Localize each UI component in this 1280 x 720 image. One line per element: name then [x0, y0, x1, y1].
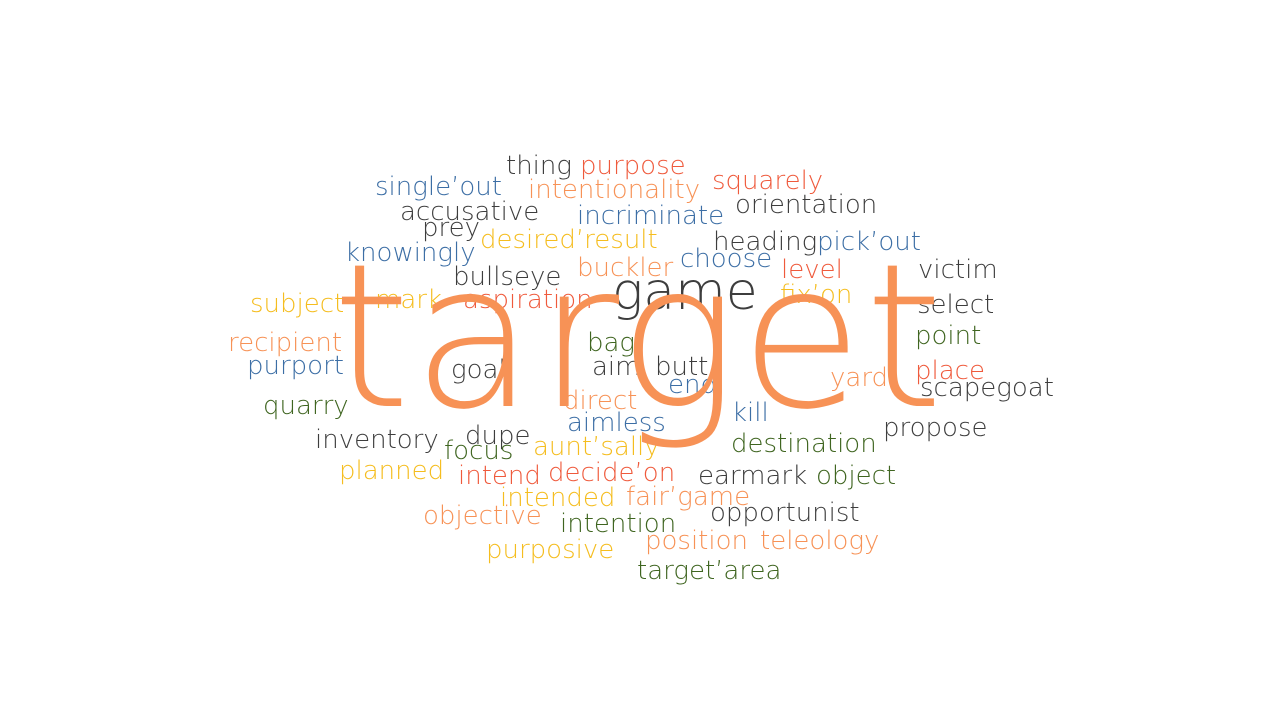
word-bullseye: bullseye — [453, 262, 562, 292]
word-planned: planned — [339, 456, 445, 486]
word-end: end — [668, 370, 717, 400]
word-butt: butt — [655, 352, 709, 382]
word-scapegoat: scapegoat — [920, 373, 1054, 403]
word-direct: direct — [563, 386, 638, 416]
word-orientation: orientation — [735, 190, 878, 220]
word-heading: heading — [713, 227, 818, 257]
word-position: position — [645, 526, 748, 556]
word-choose: choose — [680, 244, 773, 274]
word-aim: aim — [592, 352, 641, 382]
word-aspiration: aspiration — [463, 285, 593, 315]
word-mark: mark — [375, 285, 443, 315]
word-game: game — [612, 262, 758, 322]
word-propose: propose — [883, 413, 988, 443]
word-teleology: teleology — [760, 526, 880, 556]
word-purpose: purpose — [580, 151, 686, 181]
word-focus: focus — [444, 436, 514, 466]
word-purport: purport — [247, 351, 344, 381]
word-fix-on: fix’on — [780, 280, 853, 310]
word-goal: goal — [451, 355, 506, 385]
word-place: place — [915, 356, 985, 386]
word-destination: destination — [731, 429, 877, 459]
word-pick-out: pick’out — [817, 227, 921, 257]
word-recipient: recipient — [228, 328, 343, 358]
word-inventory: inventory — [315, 425, 439, 455]
word-subject: subject — [250, 289, 345, 319]
word-point: point — [915, 321, 982, 351]
word-thing: thing — [506, 151, 572, 181]
word-knowingly: knowingly — [345, 238, 476, 268]
word-fair-game: fair’game — [626, 482, 751, 512]
word-dupe: dupe — [465, 421, 531, 451]
word-level: level — [781, 255, 843, 285]
word-objective: objective — [423, 501, 542, 531]
word-aimless: aimless — [567, 408, 666, 438]
word-buckler: buckler — [577, 253, 674, 283]
main-word: target — [332, 221, 946, 454]
word-incriminate: incriminate — [577, 201, 725, 231]
word-purposive: purposive — [486, 535, 615, 565]
word-yard: yard — [830, 363, 889, 393]
word-select: select — [917, 290, 995, 320]
word-victim: victim — [918, 255, 998, 285]
word-prey: prey — [422, 213, 481, 243]
word-squarely: squarely — [712, 166, 824, 196]
word-accusative: accusative — [400, 197, 540, 227]
word-bag: bag — [587, 328, 636, 358]
word-target-area: target’area — [637, 556, 782, 586]
word-aunt-sally: aunt’sally — [533, 432, 660, 462]
word-intention: intention — [560, 509, 677, 539]
word-desired-result: desired’result — [480, 225, 658, 255]
word-single-out: single’out — [375, 172, 502, 202]
word-quarry: quarry — [263, 391, 349, 421]
word-kill: kill — [732, 398, 769, 428]
word-opportunist: opportunist — [710, 498, 860, 528]
word-intentionality: intentionality — [528, 175, 701, 205]
word-earmark: earmark — [698, 461, 808, 491]
word-intended: intended — [500, 483, 616, 513]
word-intend: intend — [458, 461, 541, 491]
word-decide-on: decide’on — [548, 458, 676, 488]
word-object: object — [816, 461, 897, 491]
